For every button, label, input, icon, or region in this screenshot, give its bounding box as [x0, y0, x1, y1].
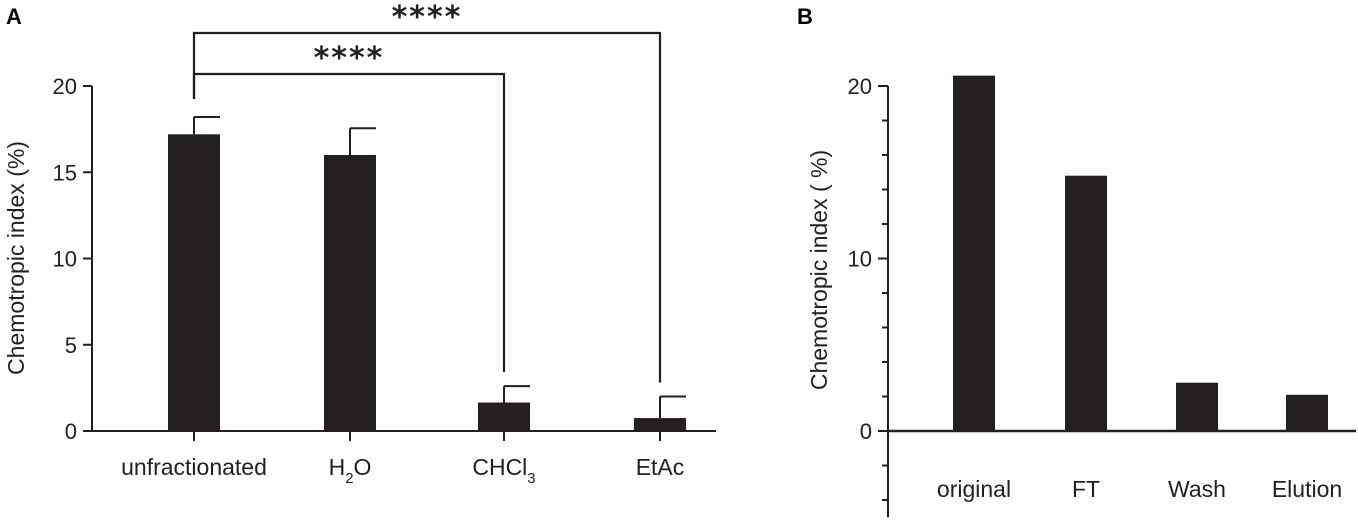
panel-b-y-tick-label: 20	[848, 74, 872, 99]
panel-a-category-label: CHCl3	[472, 454, 535, 487]
panel-a-y-axis: 0 5 10 15 20	[53, 74, 93, 444]
panel-a-bar	[168, 134, 220, 432]
panel-b-bar	[953, 75, 995, 432]
panel-b-bar	[1286, 394, 1328, 431]
panel-b-category-label: FT	[1072, 476, 1100, 502]
panel-b-bars	[953, 75, 1328, 432]
panel-a-bars	[168, 116, 686, 432]
panel-b-y-tick-label: 10	[848, 247, 872, 272]
panel-b-letter: B	[797, 4, 813, 29]
panel-b-bar	[1176, 382, 1218, 431]
panel-a-y-tick-label: 20	[53, 74, 77, 99]
panel-a-letter: A	[6, 4, 22, 29]
panel-b-y-axis: 0 10 20	[848, 74, 889, 518]
panel-a-y-tick-label: 0	[65, 419, 77, 444]
panel-b-category-label: original	[937, 476, 1011, 502]
panel-b-y-tick-label: 0	[860, 419, 872, 444]
panel-a-bar	[478, 402, 530, 431]
panel-a-category-label: EtAc	[636, 454, 685, 480]
panel-b-x-axis: original FT Wash Elution	[888, 429, 1356, 502]
panel-a-category-label: H2O	[329, 454, 372, 487]
panel-a-y-axis-title: Chemotropic index (%)	[3, 141, 29, 375]
panel-a-significance: ********	[192, 0, 662, 383]
panel-b-category-label: Elution	[1272, 476, 1342, 502]
panel-a-significance-label: ****	[314, 41, 385, 76]
panel-b-category-label: Wash	[1168, 476, 1226, 502]
panel-a-y-tick-label: 10	[53, 247, 77, 272]
panel-a-bar	[324, 155, 376, 431]
panel-a-chart: A 0 5 10 15 20 unfractionated H2O CHCl3 EtAc **…	[3, 0, 716, 487]
panel-b-chart: B 0 10 20 original FT Wash Elution Chemotropi…	[797, 4, 1356, 518]
panel-b-bar	[1065, 175, 1107, 431]
panel-a-bar	[634, 418, 686, 431]
panel-a-y-tick-label: 15	[53, 160, 77, 185]
panel-a-category-label: unfractionated	[121, 454, 267, 480]
panel-a-x-axis: unfractionated H2O CHCl3 EtAc	[92, 430, 716, 487]
panel-a-significance-label: ****	[392, 0, 463, 35]
panel-a-significance-bracket	[192, 31, 662, 383]
panel-a-y-tick-label: 5	[65, 333, 77, 358]
panel-b-y-axis-title: Chemotropic index ( %)	[806, 150, 832, 390]
